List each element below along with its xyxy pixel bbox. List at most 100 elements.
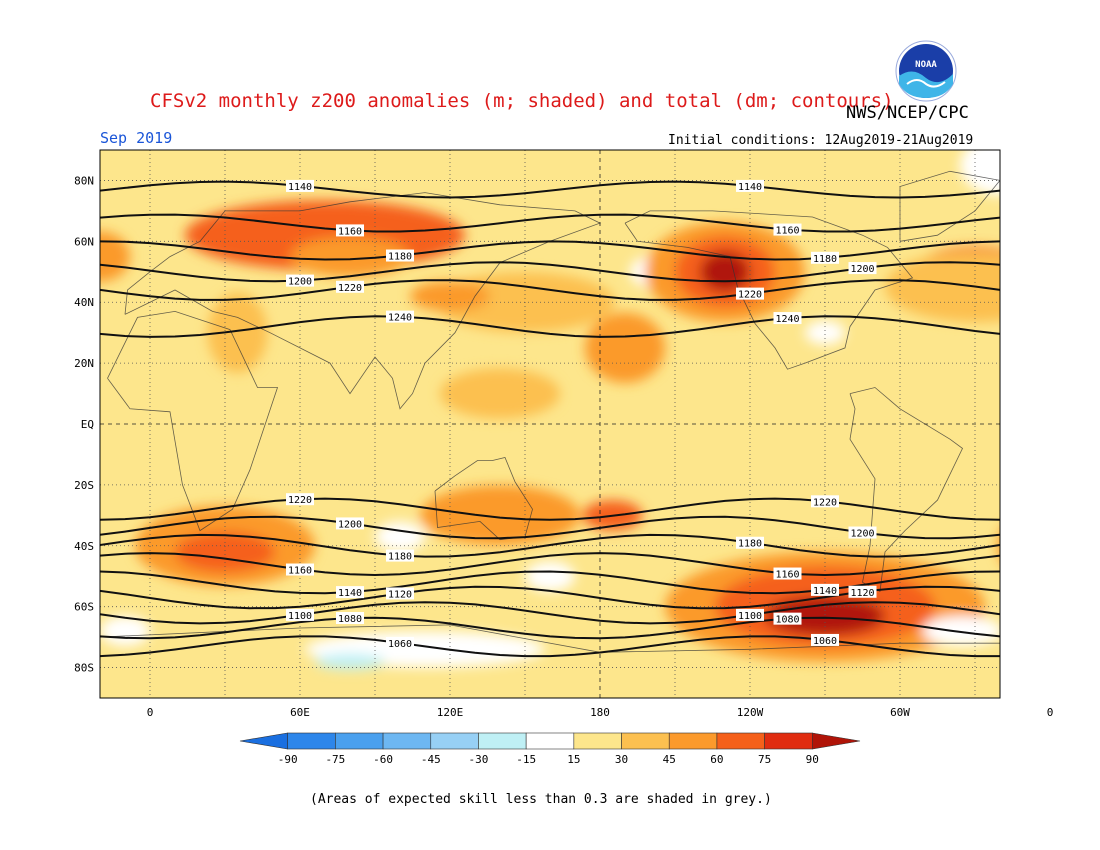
colorbar: -90 -75 -60 -45 -30 -15 15 30 45 60 75 90 xyxy=(239,732,861,766)
contour-label: 1180 xyxy=(386,549,414,563)
anomaly-blob xyxy=(765,595,885,636)
contour-label: 1220 xyxy=(286,493,314,506)
contour-label: 1220 xyxy=(336,280,364,294)
coastline xyxy=(107,310,279,532)
colorbar-segment xyxy=(239,732,288,750)
svg-text:1180: 1180 xyxy=(388,252,412,263)
lon-tick-label: 180 xyxy=(590,706,610,719)
contour-label: 1220 xyxy=(811,495,839,508)
lon-tick-label: 120E xyxy=(437,706,464,719)
axis-labels: 80N 60N 40N 20N EQ 20S 40S 60S 80S 0 60E 120E 180 120… xyxy=(74,174,1053,719)
anomaly-blob xyxy=(420,485,580,546)
colorbar-segment xyxy=(621,732,670,750)
lat-tick-label: 80S xyxy=(74,662,94,675)
anomaly-blob xyxy=(410,281,490,312)
height-contour xyxy=(100,601,1000,625)
height-contour xyxy=(100,213,1000,233)
contour-label: 1120 xyxy=(848,585,877,599)
lat-tick-label: 20N xyxy=(74,357,94,370)
colorbar-segment xyxy=(478,732,527,750)
contour-label: 1240 xyxy=(773,312,802,325)
logo-text: NOAA xyxy=(915,60,937,70)
anomaly-blob xyxy=(922,616,1000,647)
svg-text:1240: 1240 xyxy=(775,314,799,325)
svg-text:1120: 1120 xyxy=(388,589,412,600)
anomaly-blob xyxy=(805,320,845,345)
contour-label: 1080 xyxy=(773,612,802,626)
colorbar-tick-label: -45 xyxy=(421,753,441,766)
contour-label: 1060 xyxy=(811,633,839,647)
contour-label: 1080 xyxy=(336,612,364,625)
svg-text:1060: 1060 xyxy=(388,639,412,650)
svg-text:1220: 1220 xyxy=(338,283,362,294)
svg-text:1140: 1140 xyxy=(338,588,362,599)
colorbar-tick-label: -30 xyxy=(469,753,489,766)
contour-label: 1140 xyxy=(736,179,764,193)
height-contour xyxy=(100,635,1000,658)
coastline xyxy=(124,192,602,410)
contour-label: 1160 xyxy=(773,567,802,581)
coastline xyxy=(434,457,533,541)
colorbar-tick-label: -60 xyxy=(373,753,393,766)
contour-label: 1200 xyxy=(336,517,364,530)
lat-tick-label: 20S xyxy=(74,479,94,492)
svg-text:1180: 1180 xyxy=(388,552,412,563)
svg-text:1140: 1140 xyxy=(813,586,837,597)
contour-label: 1200 xyxy=(286,274,314,288)
colorbar-segment xyxy=(525,732,575,750)
svg-text:1080: 1080 xyxy=(338,614,362,625)
height-contour xyxy=(100,497,1000,521)
anomaly-blob xyxy=(100,231,130,282)
contour-label: 1140 xyxy=(811,583,839,597)
contour-label: 1200 xyxy=(848,262,877,275)
colorbar-segment xyxy=(668,732,718,750)
lat-tick-label: 40N xyxy=(74,296,94,309)
contour-label: 1180 xyxy=(386,249,414,263)
anomaly-shading: 1140 1140 1160 1160 1180 1180 1200 1200 1220 1220… xyxy=(100,150,1000,698)
contour-label: 1200 xyxy=(848,526,877,540)
svg-text:1060: 1060 xyxy=(813,636,837,647)
svg-text:1080: 1080 xyxy=(775,615,799,626)
colorbar-tick-label: -90 xyxy=(278,753,298,766)
colorbar-tick-label: -15 xyxy=(516,753,536,766)
svg-text:1200: 1200 xyxy=(850,529,874,540)
svg-text:1100: 1100 xyxy=(288,611,312,622)
colorbar-tick-label: 30 xyxy=(615,753,628,766)
colorbar-segment xyxy=(287,732,336,750)
contour-label: 1240 xyxy=(386,310,414,324)
lon-tick-label: 60W xyxy=(890,706,910,719)
height-contour xyxy=(100,552,1000,577)
lon-tick-label: 0 xyxy=(1047,706,1054,719)
lat-tick-label: 60N xyxy=(74,235,94,248)
lon-tick-label: 60E xyxy=(290,706,310,719)
svg-text:1140: 1140 xyxy=(738,182,762,193)
svg-text:1220: 1220 xyxy=(813,497,837,508)
height-contour xyxy=(100,533,1000,558)
svg-text:1200: 1200 xyxy=(338,519,362,530)
colorbar-segment xyxy=(382,732,432,750)
colorbar-segment xyxy=(573,732,622,750)
svg-text:1200: 1200 xyxy=(850,264,874,275)
contour-label: 1160 xyxy=(773,223,802,237)
colorbar-segment xyxy=(430,732,479,750)
lon-tick-label: 120W xyxy=(737,706,764,719)
height-contour xyxy=(100,279,1000,301)
svg-text:1160: 1160 xyxy=(288,566,312,577)
height-contour xyxy=(100,240,1000,261)
colorbar-tick-label: 45 xyxy=(663,753,676,766)
contour-label: 1140 xyxy=(286,179,314,193)
svg-text:1140: 1140 xyxy=(288,182,312,193)
contour-label: 1060 xyxy=(386,636,414,650)
contour-label: 1140 xyxy=(336,586,364,599)
noaa-logo: NOAA xyxy=(895,40,957,102)
anomaly-blob xyxy=(997,533,1000,558)
svg-text:1160: 1160 xyxy=(338,226,362,237)
anomaly-blob xyxy=(885,252,1000,322)
anomaly-blob xyxy=(440,368,560,419)
footnote: (Areas of expected skill less than 0.3 a… xyxy=(310,792,772,807)
anomaly-blob xyxy=(585,312,665,383)
forecast-month: Sep 2019 xyxy=(100,129,173,147)
anomaly-blob xyxy=(207,292,268,373)
svg-text:1240: 1240 xyxy=(388,313,412,324)
